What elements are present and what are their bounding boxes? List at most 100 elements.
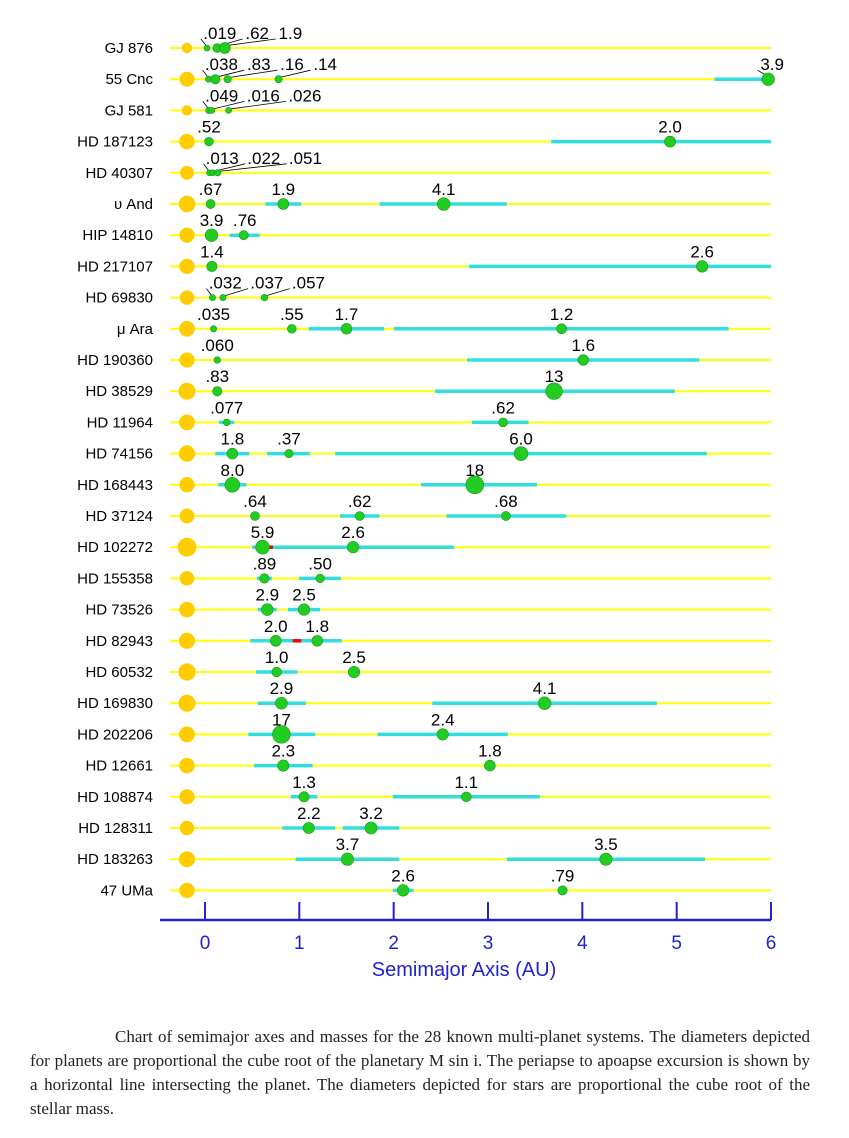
planet-mass-label: 1.3	[292, 773, 316, 792]
star-marker	[179, 789, 195, 805]
planet-marker	[297, 603, 311, 616]
star-marker	[179, 71, 195, 87]
planet-marker	[556, 323, 567, 335]
planet-marker	[204, 228, 219, 242]
planet-marker	[436, 728, 449, 741]
star-marker	[179, 258, 195, 275]
star-marker	[178, 694, 196, 712]
star-marker	[179, 227, 195, 243]
planet-mass-label: .76	[233, 211, 257, 230]
planet-marker	[260, 294, 269, 302]
planet-mass-label: .019	[203, 24, 236, 43]
planet-marker	[311, 635, 323, 647]
star-name-label: HD 190360	[77, 352, 153, 369]
planet-marker	[347, 665, 361, 679]
planet-mass-label: .022	[247, 149, 280, 168]
planet-marker	[209, 294, 216, 302]
system-row: HD 128311 2.2 3.2	[78, 804, 771, 837]
system-row: HD 202206 17 2.4	[77, 710, 771, 744]
planet-marker	[219, 42, 231, 54]
x-tick-label: 5	[671, 933, 682, 954]
planet-mass-label: 1.8	[478, 742, 502, 761]
x-tick-label: 6	[766, 933, 777, 954]
x-axis-label: Semimajor Axis (AU)	[372, 959, 556, 981]
planet-marker	[238, 230, 249, 241]
system-row: HD 37124 .64 .62 .68	[85, 492, 771, 525]
planet-mass-label: .051	[289, 149, 322, 168]
label-leader-line	[227, 69, 278, 79]
planet-mass-label: .62	[491, 398, 515, 417]
planet-marker	[226, 447, 239, 460]
planet-mass-label: .026	[288, 86, 321, 105]
planet-mass-label: 2.9	[270, 679, 294, 698]
planet-marker	[213, 356, 221, 364]
planet-marker	[340, 323, 353, 335]
planet-marker	[287, 324, 297, 334]
star-marker	[179, 290, 195, 305]
label-leader-line	[224, 38, 276, 47]
star-name-label: HD 217107	[77, 258, 153, 275]
star-name-label: HD 128311	[78, 820, 153, 837]
system-row: GJ 581 .049 .016 .026	[105, 86, 771, 119]
planet-mass-label: .83	[205, 367, 229, 386]
planet-mass-label: 3.5	[594, 835, 618, 854]
planet-marker	[364, 821, 378, 835]
system-row: HD 169830 2.9 4.1	[77, 679, 771, 712]
planet-marker	[302, 822, 315, 834]
x-tick-label: 3	[483, 933, 494, 954]
planet-marker	[396, 884, 410, 897]
planet-mass-label: 2.3	[271, 742, 295, 761]
planet-mass-label: 1.7	[335, 305, 359, 324]
star-marker	[179, 882, 195, 899]
planet-mass-label: 1.4	[200, 242, 224, 261]
planet-mass-label: .55	[280, 305, 304, 324]
star-marker	[177, 537, 197, 557]
planet-mass-label: 2.5	[292, 586, 316, 605]
system-row: HD 187123 .52 2.0	[77, 118, 771, 151]
star-marker	[179, 571, 195, 586]
system-row: HD 217107 1.4 2.6	[77, 242, 771, 275]
system-row: HD 74156 1.8 .37 6.0	[85, 430, 771, 463]
star-name-label: HD 38529	[85, 383, 153, 400]
planet-marker	[223, 75, 232, 84]
star-marker	[179, 352, 195, 368]
planet-mass-label: 18	[465, 461, 484, 480]
star-name-label: HD 37124	[85, 508, 153, 525]
star-name-label: HD 155358	[77, 570, 153, 587]
planet-marker	[223, 418, 231, 427]
system-row: HD 73526 2.9 2.5	[85, 586, 771, 619]
star-name-label: HD 40307	[85, 165, 153, 182]
planet-mass-label: .83	[247, 55, 271, 74]
planet-mass-label: .035	[197, 305, 230, 324]
system-row: HD 38529 .83 13	[85, 367, 771, 400]
x-tick-label: 0	[200, 933, 211, 954]
system-row: HIP 14810 3.9 .76	[82, 211, 771, 244]
label-leader-line	[222, 288, 249, 297]
planet-marker	[250, 511, 260, 521]
planet-mass-label: 1.0	[265, 648, 289, 667]
planet-marker	[272, 725, 291, 744]
star-name-label: HD 108874	[77, 789, 153, 806]
planet-marker	[354, 511, 365, 521]
planet-marker	[501, 511, 511, 521]
x-tick-label: 1	[294, 933, 305, 954]
planet-marker	[277, 759, 290, 772]
star-name-label: HIP 14810	[82, 227, 153, 244]
planet-mass-label: 1.8	[221, 430, 245, 449]
planet-marker	[761, 72, 775, 86]
planet-marker	[513, 446, 529, 461]
label-leader-line	[264, 288, 290, 297]
planet-mass-label: 17	[272, 710, 291, 729]
planet-mass-label: 2.6	[690, 242, 714, 261]
star-name-label: HD 183263	[77, 851, 153, 868]
planet-marker	[203, 44, 211, 52]
star-name-label: GJ 581	[105, 102, 153, 119]
x-tick-label: 2	[388, 933, 399, 954]
planet-mass-label: 2.0	[264, 617, 288, 636]
planet-mass-label: 2.2	[297, 804, 321, 823]
planet-marker	[340, 852, 354, 866]
planet-mass-label: .057	[292, 274, 325, 293]
planet-marker	[461, 791, 472, 803]
planet-mass-label: 2.9	[255, 586, 279, 605]
planet-marker	[284, 449, 294, 459]
